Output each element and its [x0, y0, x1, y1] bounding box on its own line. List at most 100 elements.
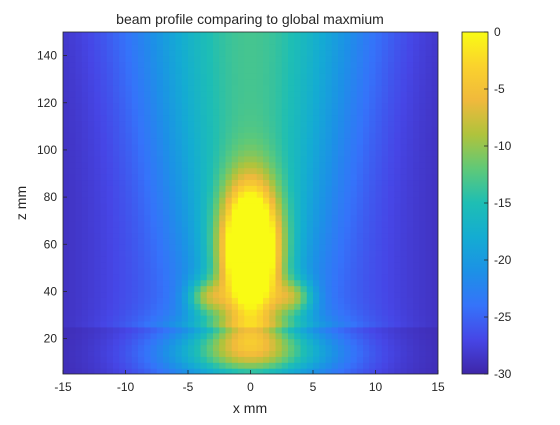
heatmap-cell [63, 285, 70, 293]
heatmap-cell [225, 250, 233, 257]
heatmap-cell [369, 326, 377, 334]
heatmap-cell [306, 315, 314, 322]
heatmap-cell [150, 303, 158, 310]
heatmap-cell [88, 32, 95, 39]
heatmap-cell [419, 226, 427, 234]
heatmap-cell [231, 267, 239, 275]
heatmap-cell [400, 120, 408, 127]
heatmap-cell [300, 261, 308, 269]
heatmap-cell [425, 37, 433, 45]
heatmap-cell [300, 132, 308, 139]
heatmap-cell [250, 185, 258, 192]
heatmap-cell [363, 356, 370, 363]
heatmap-cell [138, 96, 145, 104]
heatmap-cell [350, 43, 358, 51]
heatmap-cell [394, 155, 402, 163]
heatmap-cell [263, 220, 270, 228]
heatmap-cell [175, 179, 183, 186]
heatmap-cell [275, 220, 283, 228]
heatmap-cell [225, 32, 233, 39]
heatmap-cell [88, 309, 95, 316]
heatmap-cell [313, 96, 320, 104]
heatmap-cell [250, 96, 258, 104]
heatmap-cell [406, 161, 414, 169]
heatmap-cell [263, 102, 270, 110]
heatmap-cell [144, 173, 152, 181]
heatmap-cell [169, 96, 177, 104]
heatmap-cell [125, 279, 133, 287]
heatmap-cell [213, 144, 220, 151]
heatmap-cell [138, 55, 145, 63]
heatmap-cell [225, 244, 233, 251]
heatmap-cell [300, 32, 308, 39]
heatmap-cell [231, 96, 239, 104]
heatmap-cell [206, 79, 214, 86]
heatmap-cell [319, 155, 327, 163]
heatmap-cell [69, 79, 77, 86]
heatmap-cell [144, 267, 152, 275]
heatmap-cell [356, 67, 364, 74]
heatmap-cell [100, 267, 108, 275]
heatmap-cell [369, 303, 377, 310]
heatmap-cell [181, 96, 189, 104]
heatmap-cell [125, 114, 133, 122]
heatmap-cell [400, 214, 408, 222]
heatmap-cell [206, 356, 214, 363]
heatmap-cell [244, 61, 252, 68]
heatmap-cell [288, 37, 295, 45]
heatmap-cell [256, 161, 264, 169]
heatmap-cell [188, 144, 195, 151]
heatmap-cell [106, 220, 114, 228]
heatmap-cell [63, 144, 70, 151]
heatmap-cell [300, 49, 308, 57]
heatmap-cell [119, 185, 127, 192]
heatmap-cell [325, 191, 333, 198]
heatmap-cell [163, 85, 170, 92]
heatmap-cell [294, 315, 302, 322]
heatmap-cell [94, 96, 102, 104]
heatmap-cell [275, 43, 283, 51]
heatmap-cell [363, 291, 370, 298]
heatmap-cell [400, 149, 408, 157]
heatmap-cell [106, 297, 114, 304]
heatmap-cell [306, 43, 314, 51]
heatmap-cell [75, 161, 83, 169]
heatmap-cell [356, 120, 364, 127]
heatmap-cell [231, 61, 239, 68]
heatmap-cell [325, 126, 333, 133]
heatmap-cell [400, 285, 408, 293]
heatmap-cell [369, 120, 377, 127]
heatmap-cell [194, 297, 202, 304]
heatmap-cell [375, 102, 383, 110]
heatmap-cell [206, 320, 214, 328]
heatmap-cell [431, 179, 438, 186]
heatmap-cell [250, 132, 258, 139]
heatmap-cell [231, 138, 239, 145]
heatmap-cell [381, 285, 389, 293]
heatmap-cell [344, 32, 352, 39]
heatmap-cell [306, 250, 314, 257]
heatmap-cell [275, 102, 283, 110]
heatmap-cell [413, 303, 420, 310]
heatmap-cell [225, 338, 233, 346]
heatmap-cell [300, 338, 308, 346]
heatmap-cell [388, 138, 395, 145]
heatmap-cell [163, 120, 170, 127]
heatmap-cell [406, 356, 414, 363]
heatmap-cell [288, 43, 295, 51]
heatmap-cell [381, 297, 389, 304]
heatmap-cell [281, 208, 289, 216]
heatmap-cell [269, 315, 277, 322]
heatmap-cell [425, 49, 433, 57]
heatmap-cell [131, 149, 139, 157]
heatmap-cell [363, 261, 370, 269]
heatmap-cell [338, 309, 345, 316]
heatmap-cell [238, 344, 245, 352]
heatmap-cell [138, 315, 145, 322]
heatmap-cell [88, 238, 95, 245]
heatmap-cell [413, 279, 420, 287]
heatmap-cell [69, 144, 77, 151]
heatmap-cell [219, 161, 227, 169]
heatmap-cell [119, 96, 127, 104]
heatmap-cell [350, 167, 358, 175]
